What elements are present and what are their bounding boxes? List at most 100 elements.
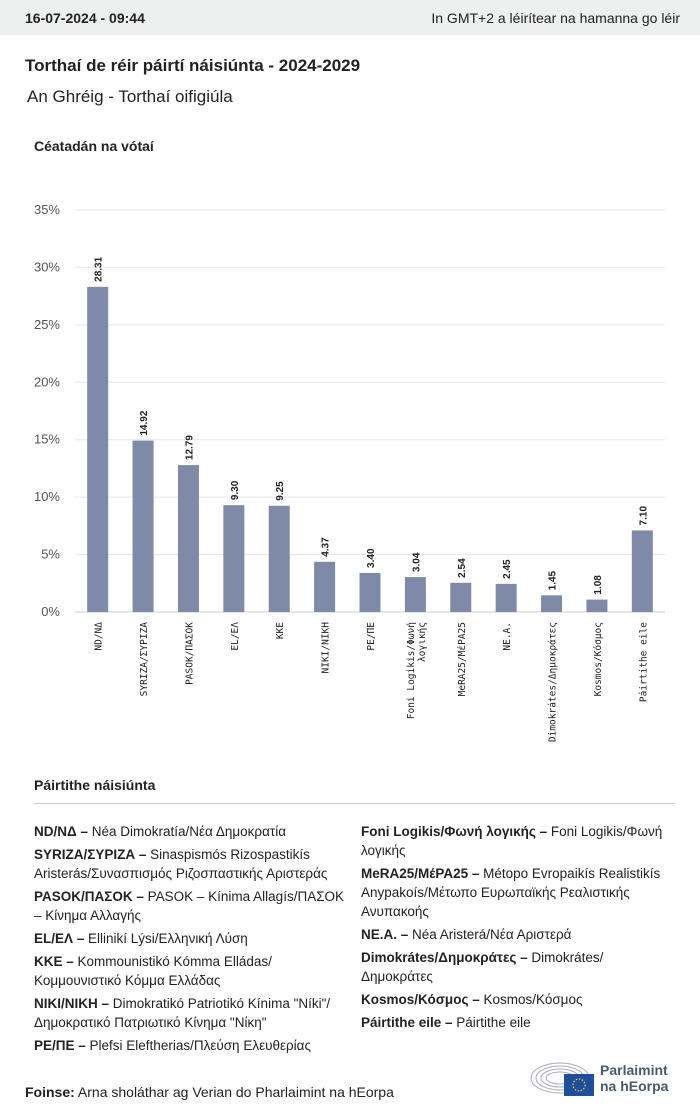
- datetime: 16-07-2024 - 09:44: [25, 9, 145, 26]
- data-label: 3.04: [411, 552, 422, 572]
- bar: [87, 286, 109, 612]
- x-tick-label: SYRIZA/ΣΥΡΙΖΑ: [139, 622, 150, 697]
- legend-abbr: PE/ΠΕ –: [34, 1038, 90, 1053]
- timezone-note: In GMT+2 a léirítear na hamanna go léir: [431, 9, 680, 26]
- bar: [359, 572, 381, 612]
- x-tick-label: MeRA25/ΜέΡΑ25: [457, 622, 468, 696]
- data-label: 28.31: [94, 256, 105, 281]
- legend-name: Dimokratikó Patriotikó Kínima "Níki"/ Δη…: [34, 996, 331, 1030]
- legend-abbr: Kosmos/Κόσμος –: [361, 992, 484, 1007]
- legend-abbr: NIKI/ΝΙΚΗ –: [34, 996, 113, 1011]
- y-tick-label: 20%: [34, 374, 60, 389]
- y-axis-label: Céatadán na vótaí: [34, 138, 154, 154]
- legend-name: Métopo Evropaikís Realistikís Anypakoís/…: [361, 866, 661, 919]
- data-label: 4.37: [321, 537, 332, 557]
- data-label: 14.92: [139, 410, 150, 435]
- data-label: 2.45: [502, 559, 513, 579]
- bar: [177, 465, 199, 612]
- x-tick-label: λογικής: [417, 622, 428, 662]
- legend-name: Kosmos/Κόσμος: [483, 992, 583, 1007]
- data-label: 9.30: [230, 480, 241, 500]
- legend-item: Dimokrátes/Δημοκράτες – Dimokrátes/ Δημο…: [361, 948, 679, 986]
- legend-abbr: PASOK/ΠΑΣΟΚ –: [34, 889, 148, 904]
- y-tick-label: 0%: [41, 604, 60, 619]
- legend-abbr: KKE –: [34, 954, 78, 969]
- y-tick-label: 25%: [34, 317, 60, 332]
- page-title: Torthaí de réir páirtí náisiúnta - 2024-…: [25, 56, 361, 75]
- legend-name: Néa Dimokratía/Νέα Δημοκρατία: [91, 824, 287, 839]
- data-label: 7.10: [638, 506, 649, 526]
- legend-name: Foni Logikis/Φωνή λογικής: [361, 824, 663, 858]
- x-tick-label: Foni Logikis/Φωνή: [406, 622, 417, 719]
- y-tick-label: 10%: [34, 489, 60, 504]
- y-tick-label: 5%: [41, 547, 60, 562]
- legend-abbr: SYRIZA/ΣΥΡΙΖΑ –: [34, 847, 151, 862]
- x-tick-label: KKE: [275, 622, 286, 639]
- source-footer: Foinse: Arna sholáthar ag Verian do Phar…: [25, 1084, 394, 1100]
- logo-line2: na hEorpa: [600, 1078, 669, 1094]
- bar: [314, 561, 336, 612]
- bar-chart: 0% 5% 10% 15% 20% 25% 30% 35% 28.31 ND/ΝΔ 14.92 SYR…: [34, 202, 665, 742]
- legend-abbr: ND/ΝΔ –: [34, 824, 92, 839]
- source-text: Arna sholáthar ag Verian do Pharlaimint …: [77, 1084, 394, 1100]
- legend-heading: Páirtithe náisiúnta: [34, 777, 156, 793]
- legend-name: Néa Aristerá/Νέα Αριστερά: [412, 927, 572, 942]
- legend-abbr: Foni Logikis/Φωνή λογικής –: [361, 824, 551, 839]
- data-label: 2.54: [457, 558, 468, 578]
- legend-abbr: MeRA25/ΜέΡΑ25 –: [361, 866, 484, 881]
- x-tick-label: PE/ΠΕ: [366, 622, 377, 651]
- legend-name: Ellinikí Lýsi/Ελληνική Λύση: [88, 931, 248, 946]
- legend-item: PASOK/ΠΑΣΟΚ – PASOK – Kínima Allagís/ΠΑΣ…: [34, 887, 352, 925]
- bar: [631, 530, 653, 612]
- legend-left: ND/ΝΔ – Néa Dimokratía/Νέα Δημοκρατία SYR…: [34, 822, 352, 1059]
- bar: [268, 505, 290, 612]
- legend-item: KKE – Kommounistikó Kómma Elládas/ Κομμο…: [34, 952, 352, 990]
- bar: [404, 577, 426, 612]
- bar: [132, 440, 154, 612]
- top-bar: 16-07-2024 - 09:44 In GMT+2 a léirítear …: [0, 0, 700, 35]
- x-tick-label: PASOK/ΠΑΣΟΚ: [184, 622, 195, 685]
- x-tick-label: ND/ΝΔ: [94, 622, 105, 651]
- x-tick-label: EL/ΕΛ: [230, 622, 241, 651]
- source-label: Foinse:: [25, 1084, 75, 1100]
- legend-item: SYRIZA/ΣΥΡΙΖΑ – Sinaspismós Rizospastikí…: [34, 845, 352, 883]
- legend-item: Foni Logikis/Φωνή λογικής – Foni Logikis…: [361, 822, 679, 860]
- data-label: 1.45: [548, 570, 559, 590]
- legend-item: ND/ΝΔ – Néa Dimokratía/Νέα Δημοκρατία: [34, 822, 352, 841]
- legend-item: PE/ΠΕ – Plefsi Eleftherias/Πλεύση Ελευθε…: [34, 1036, 352, 1055]
- bar: [223, 505, 245, 612]
- legend-right: Foni Logikis/Φωνή λογικής – Foni Logikis…: [361, 822, 679, 1036]
- legend-name: Sinaspismós Rizospastikís Aristerás/Συνα…: [34, 847, 328, 881]
- legend-abbr: EL/ΕΛ –: [34, 931, 89, 946]
- x-tick-label: NE.A.: [502, 622, 513, 651]
- legend-abbr: NE.A. –: [361, 927, 413, 942]
- x-tick-label: Páirtithe eile: [638, 622, 649, 702]
- legend-item: Kosmos/Κόσμος – Kosmos/Κόσμος: [361, 990, 679, 1009]
- legend-name: Páirtithe eile: [456, 1015, 531, 1030]
- legend-abbr: Páirtithe eile –: [361, 1015, 457, 1030]
- y-tick-label: 35%: [34, 202, 60, 217]
- bar: [495, 583, 517, 612]
- logo-line1: Parlaimint: [600, 1062, 668, 1078]
- ep-logo: Parlaimint na hEorpa: [530, 1060, 668, 1096]
- page-subtitle: An Ghréig - Torthaí oifigiúla: [27, 87, 233, 106]
- legend-item: EL/ΕΛ – Ellinikí Lýsi/Ελληνική Λύση: [34, 929, 352, 948]
- x-tick-label: Kosmos/Κόσμος: [593, 622, 604, 696]
- legend-item: NIKI/ΝΙΚΗ – Dimokratikó Patriotikó Kínim…: [34, 994, 352, 1032]
- data-label: 12.79: [184, 435, 195, 460]
- y-tick-label: 30%: [34, 259, 60, 274]
- data-label: 3.40: [366, 548, 377, 568]
- bar: [450, 582, 472, 612]
- divider: [34, 803, 675, 804]
- data-label: 1.08: [593, 575, 604, 595]
- y-tick-label: 15%: [34, 432, 60, 447]
- data-label: 9.25: [275, 481, 286, 501]
- parliament-logo-icon: [530, 1062, 594, 1096]
- bar: [541, 595, 563, 612]
- legend-item: Páirtithe eile – Páirtithe eile: [361, 1013, 679, 1032]
- bar: [586, 599, 608, 612]
- legend-name: Dimokrátes/ Δημοκράτες: [361, 950, 604, 984]
- legend-name: Plefsi Eleftherias/Πλεύση Ελευθερίας: [89, 1038, 311, 1053]
- x-tick-label: NIKI/ΝΙΚΗ: [321, 622, 332, 674]
- legend-name: Kommounistikó Kómma Elládas/ Κομμουνιστι…: [34, 954, 272, 988]
